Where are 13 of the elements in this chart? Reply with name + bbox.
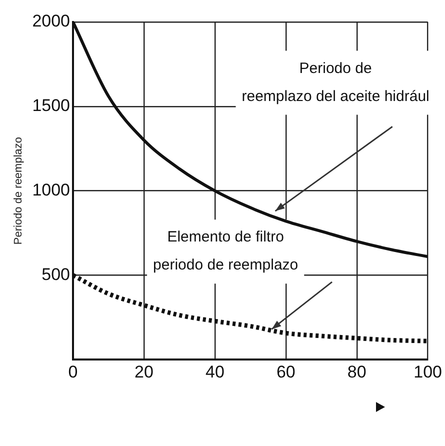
- x-tick-label: 100: [414, 362, 442, 382]
- annotation: Elemento de filtro periodo de reemplazo: [153, 228, 298, 274]
- x-tick-label: 60: [276, 362, 296, 382]
- y-tick-label: 1000: [32, 180, 70, 200]
- y-tick-label: 1500: [32, 96, 70, 116]
- y-tick-label: 500: [42, 264, 70, 284]
- x-tick-label: 20: [134, 362, 154, 382]
- y-tick-label: 2000: [32, 12, 70, 31]
- x-tick-label: 40: [205, 362, 224, 382]
- x-tick-label: 80: [347, 362, 366, 382]
- annotation: Periodo de reemplazo del aceite hidrául: [242, 60, 430, 105]
- y-axis-title: Periodo de reemplazo: [12, 136, 25, 245]
- x-tick-label: 0: [68, 362, 78, 382]
